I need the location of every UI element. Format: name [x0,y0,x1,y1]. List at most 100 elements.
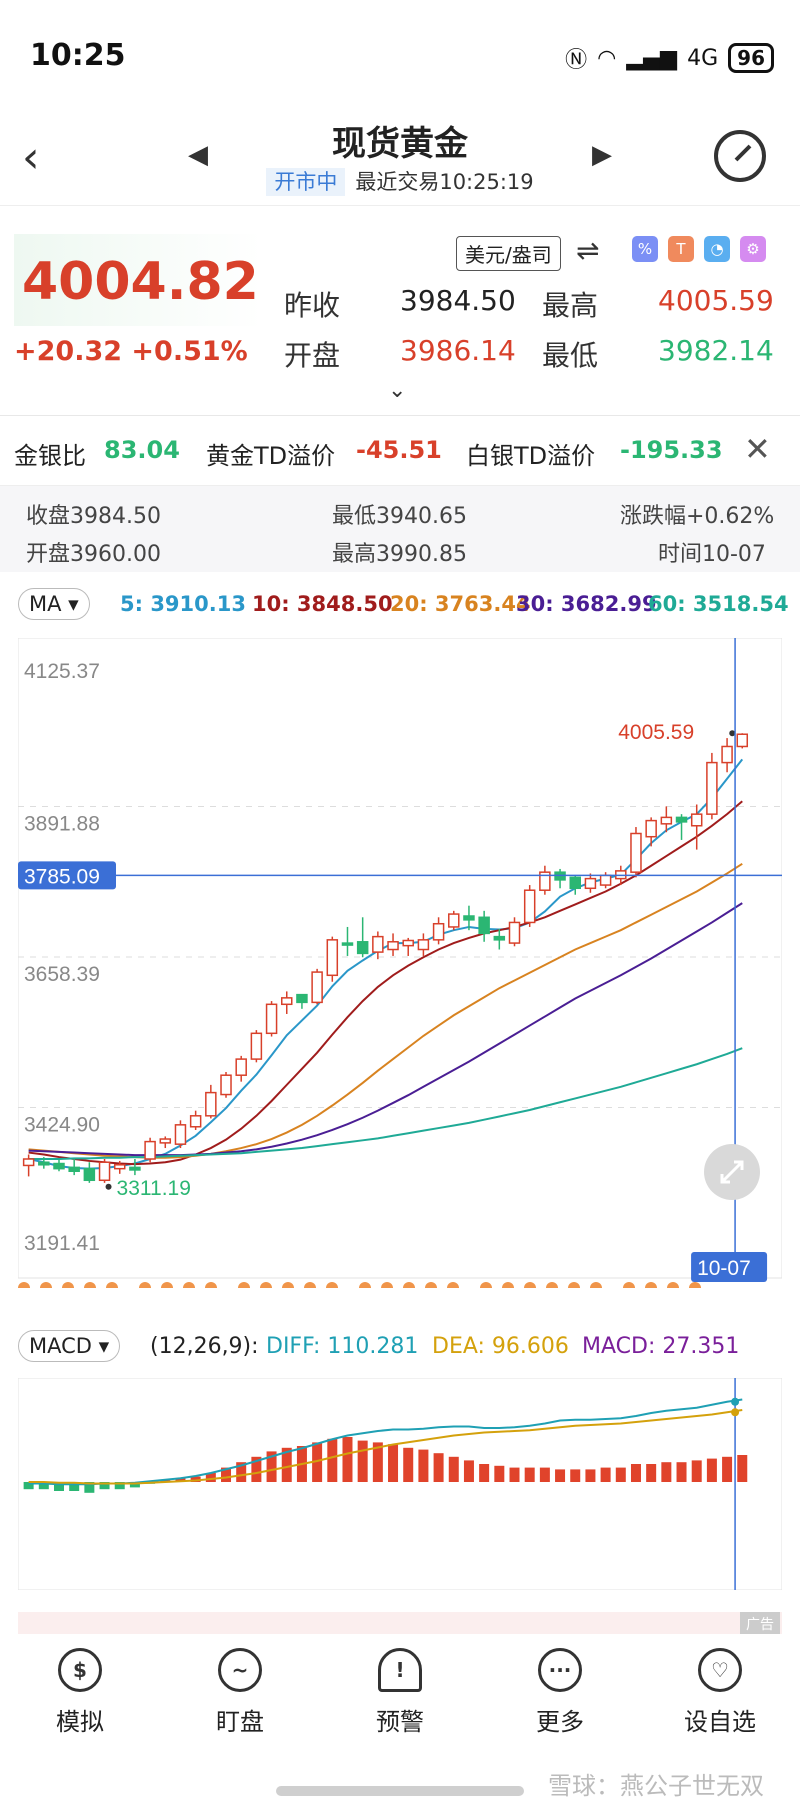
candlestick-chart[interactable]: 4125.37 3891.88 3658.39 3424.90 3191.41 4005.… [18,638,782,1288]
macd-bar [281,1447,292,1482]
candle-body [736,733,749,748]
candle-body [83,1167,96,1182]
ma5-value: 5: 3910.13 [120,592,246,616]
prev-instrument-icon[interactable]: ◀ [188,140,208,170]
expand-icon-glyph [720,1160,744,1184]
ma-dropdown-label: MA [29,592,62,616]
candle-body [660,816,673,825]
macd-bar [479,1464,490,1482]
candle-body [98,1161,111,1182]
macd-bar [129,1482,140,1488]
candle-body [432,922,445,941]
alarm-icon: ! [378,1648,422,1692]
low-value: 3982.14 [658,334,774,367]
price-change: +20.32 +0.51% [14,336,248,367]
unit-selector[interactable]: 美元/盎司 [456,236,561,271]
candle-body [569,876,581,890]
macd-bar [23,1482,34,1490]
crosshair-price-label: 3785.09 [24,865,100,888]
percent-icon[interactable]: % [632,236,658,262]
candle-body [220,1074,232,1096]
pie-icon[interactable]: ◔ [704,236,730,262]
ratio-bar: 金银比 83.04 黄金TD溢价 -45.51 白银TD溢价 -195.33 ✕ [0,416,800,486]
close-icon[interactable]: ✕ [744,430,771,468]
ma-dropdown[interactable]: MA ▾ [18,588,90,620]
event-dot [161,1282,173,1288]
swap-icon[interactable]: ⇌ [576,234,600,267]
event-dot [106,1282,118,1288]
dea-marker [731,1408,740,1417]
quote-panel: 4004.82 +20.32 +0.51% 美元/盎司 ⇌ % T ◔ ⚙ 昨收… [0,206,800,416]
macd-chart[interactable] [18,1378,782,1590]
open-value: 3986.14 [400,334,516,367]
macd-bar [585,1469,596,1482]
more-icon: ··· [538,1648,582,1692]
candle-body [281,997,293,1006]
market-status-row: 开市中 最近交易10:25:19 [0,166,800,196]
signal-icon: ▂▄▆ [626,45,678,71]
macd-bar [448,1456,459,1482]
candle-body [189,1115,202,1128]
candle-body [372,935,384,953]
event-dot [84,1282,96,1288]
settings-icon[interactable]: ⚙ [740,236,766,262]
macd-bar [175,1478,186,1482]
macd-bar [99,1482,110,1490]
diff-line [28,1398,743,1486]
next-instrument-icon[interactable]: ▶ [592,140,612,170]
macd-bar [69,1482,80,1491]
y-tick-label: 4125.37 [24,660,100,683]
candle-body [159,1138,172,1144]
tab-more[interactable]: ··· 更多 [500,1648,620,1737]
event-dot [304,1282,316,1288]
heart-plus-icon: ♡ [698,1648,742,1692]
macd-bar [372,1442,383,1482]
nfc-icon: Ⓝ [565,48,588,73]
macd-bar [706,1458,717,1482]
home-indicator[interactable] [276,1786,524,1796]
macd-value: MACD: 27.351 [582,1334,740,1359]
macd-bar [205,1473,216,1482]
t-icon[interactable]: T [668,236,694,262]
macd-legend: MACD ▾ (12,26,9): DIFF: 110.281 DEA: 96.… [0,1328,800,1368]
y-tick-label: 3424.90 [24,1114,100,1137]
macd-bar [190,1476,201,1482]
back-arrow-icon[interactable]: ‹ [22,132,40,183]
candle-body [265,1003,278,1035]
crosshair-price-tag [18,861,116,890]
macd-dropdown-label: MACD [29,1334,92,1358]
candle-body [584,877,597,890]
tab-add-favorite[interactable]: ♡ 设自选 [660,1648,780,1737]
refresh-icon[interactable] [714,130,766,182]
macd-bar [38,1482,49,1490]
candle-body [326,939,339,977]
info-change: 涨跌幅+0.62% [620,504,775,529]
ma10-value: 10: 3848.50 [252,592,393,616]
tab-label: 设自选 [684,1708,756,1736]
macd-dea: DEA: 96.606 [432,1334,569,1359]
tab-simulate[interactable]: $ 模拟 [20,1648,140,1737]
ma30-value: 30: 3682.99 [516,592,657,616]
chevron-down-icon[interactable]: ⌄ [388,378,407,403]
macd-bar [630,1464,641,1482]
macd-bar [251,1456,262,1482]
tab-label: 更多 [536,1708,584,1736]
candle-body [296,993,308,1004]
macd-bar [53,1482,64,1491]
tab-alert[interactable]: ! 预警 [340,1648,460,1737]
diff-marker [731,1397,740,1406]
tab-watch[interactable]: ~ 盯盘 [180,1648,300,1737]
ad-banner[interactable] [18,1612,782,1634]
event-dot [183,1282,195,1288]
macd-bar [236,1462,247,1482]
tab-label: 模拟 [56,1708,104,1736]
silver-td-value: -195.33 [620,436,723,464]
candle-body [53,1162,65,1170]
macd-dropdown[interactable]: MACD ▾ [18,1330,121,1362]
candle-body [721,745,733,764]
macd-bar [342,1437,353,1482]
candle-body [706,761,718,815]
macd-bar [615,1467,626,1482]
macd-bar [570,1469,581,1482]
macd-bar [555,1469,566,1482]
